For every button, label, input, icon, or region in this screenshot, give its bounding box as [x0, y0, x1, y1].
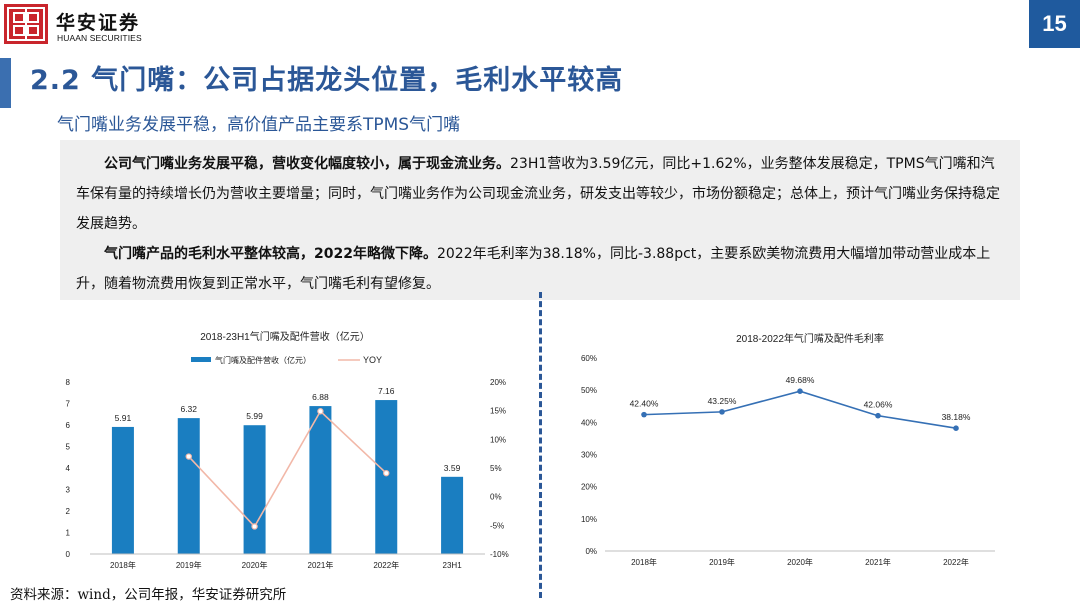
revenue-category-label: 2022年 [373, 560, 399, 570]
source-note: 资料来源：wind，公司年报，华安证券研究所 [10, 587, 287, 603]
revenue-left-tick: 8 [66, 378, 71, 387]
paragraph-revenue: 公司气门嘴业务发展平稳，营收变化幅度较小，属于现金流业务。23H1营收为3.59… [76, 149, 1008, 239]
yoy-point [383, 469, 390, 477]
logo-mark-icon [4, 4, 48, 44]
paragraph-margin-body: 2022年毛利率为38.18%，同比-3.88pct，主要系欧美物流费用大幅增加… [76, 246, 991, 292]
margin-value-label: 42.40% [630, 399, 659, 409]
revenue-chart-title: 2018-23H1气门嘴及配件营收（亿元） [200, 330, 369, 343]
margin-category-label: 2018年 [631, 557, 657, 567]
title-accent-bar [0, 58, 11, 108]
revenue-bar [375, 400, 398, 554]
margin-category-label: 2022年 [943, 557, 969, 567]
margin-y-tick: 30% [581, 451, 597, 460]
margin-line [643, 390, 957, 429]
revenue-bar [441, 476, 464, 554]
revenue-category-label: 2019年 [176, 560, 202, 570]
margin-category-label: 2020年 [787, 557, 813, 567]
revenue-right-tick: -10% [490, 550, 509, 559]
revenue-bar [243, 425, 266, 554]
margin-y-tick: 50% [581, 386, 597, 395]
paragraph-revenue-lead: 公司气门嘴业务发展平稳，营收变化幅度较小，属于现金流业务。 [104, 156, 510, 172]
revenue-bar [177, 418, 200, 554]
revenue-bar [111, 426, 134, 554]
revenue-right-tick: 20% [490, 378, 506, 387]
margin-y-tick: 60% [581, 354, 597, 363]
revenue-bar-label: 6.88 [312, 392, 329, 402]
revenue-left-tick: 5 [66, 443, 71, 452]
yoy-point [185, 453, 192, 460]
revenue-right-tick: 0% [490, 493, 502, 502]
margin-value-label: 49.68% [786, 375, 815, 385]
margin-point [875, 412, 881, 419]
revenue-left-tick: 3 [66, 486, 71, 495]
paragraph-margin: 气门嘴产品的毛利水平整体较高，2022年略微下降。2022年毛利率为38.18%… [76, 239, 1008, 299]
logo-mark [4, 4, 48, 44]
legend-yoy-label: YOY [363, 355, 382, 365]
revenue-right-tick: -5% [490, 521, 504, 530]
revenue-category-label: 2018年 [110, 560, 136, 570]
legend-bar-swatch [191, 357, 211, 362]
revenue-left-tick: 2 [66, 507, 71, 516]
margin-y-tick: 40% [581, 418, 597, 427]
revenue-bar-label: 7.16 [378, 386, 395, 396]
paragraph-margin-lead: 气门嘴产品的毛利水平整体较高，2022年略微下降。 [104, 246, 437, 262]
yoy-point [251, 523, 258, 530]
page-subtitle: 气门嘴业务发展平稳，高价值产品主要系TPMS气门嘴 [57, 115, 461, 135]
margin-y-tick: 0% [585, 547, 597, 556]
revenue-left-tick: 4 [66, 464, 71, 473]
revenue-left-tick: 0 [66, 550, 71, 559]
margin-value-label: 43.25% [708, 396, 737, 406]
margin-point [719, 409, 725, 415]
page-number: 15 [1029, 0, 1080, 48]
margin-chart: 2018-2022年气门嘴及配件毛利率 0% 10% 20% 30% 40% 50% 60%… [581, 332, 995, 567]
revenue-bar-label: 3.59 [444, 463, 461, 473]
revenue-category-label: 23H1 [443, 561, 463, 570]
margin-value-label: 42.06% [864, 400, 893, 410]
margin-chart-title: 2018-2022年气门嘴及配件毛利率 [736, 332, 884, 345]
revenue-left-tick: 6 [66, 421, 71, 430]
page-title: 2.2 气门嘴：公司占据龙头位置，毛利水平较高 [30, 65, 624, 96]
margin-point [797, 388, 803, 394]
paragraph-revenue-body: 23H1营收为3.59亿元，同比+1.62%，业务整体发展稳定，TPMS气门嘴和… [76, 156, 1000, 232]
margin-value-label: 38.18% [942, 412, 971, 422]
legend-bar-label: 气门嘴及配件营收（亿元） [215, 355, 311, 365]
revenue-category-label: 2021年 [308, 560, 334, 570]
revenue-chart-legend: 气门嘴及配件营收（亿元） YOY [191, 355, 382, 365]
revenue-bar-label: 5.99 [246, 411, 263, 421]
revenue-right-tick: 10% [490, 435, 506, 444]
chart-divider [539, 292, 542, 598]
revenue-right-tick: 5% [490, 464, 502, 473]
revenue-right-tick: 15% [490, 407, 506, 416]
yoy-line [188, 409, 387, 528]
margin-y-tick: 10% [581, 515, 597, 524]
margin-point [953, 425, 959, 431]
revenue-bar [309, 406, 332, 554]
summary-textbox: 公司气门嘴业务发展平稳，营收变化幅度较小，属于现金流业务。23H1营收为3.59… [60, 140, 1020, 300]
yoy-point [317, 408, 324, 415]
logo-english-name: HUAAN SECURITIES [57, 33, 142, 43]
revenue-left-tick: 7 [66, 400, 71, 409]
revenue-left-tick: 1 [66, 529, 71, 538]
margin-category-label: 2021年 [865, 557, 891, 567]
revenue-category-label: 2020年 [242, 560, 268, 570]
margin-category-label: 2019年 [709, 557, 735, 567]
margin-y-tick: 20% [581, 483, 597, 492]
logo-chinese-name: 华安证券 [56, 12, 141, 34]
revenue-bar-label: 5.91 [115, 413, 132, 423]
revenue-chart: 2018-23H1气门嘴及配件营收（亿元） 气门嘴及配件营收（亿元） YOY 5… [66, 330, 509, 570]
margin-point [641, 411, 647, 418]
revenue-bar-label: 6.32 [180, 404, 197, 414]
